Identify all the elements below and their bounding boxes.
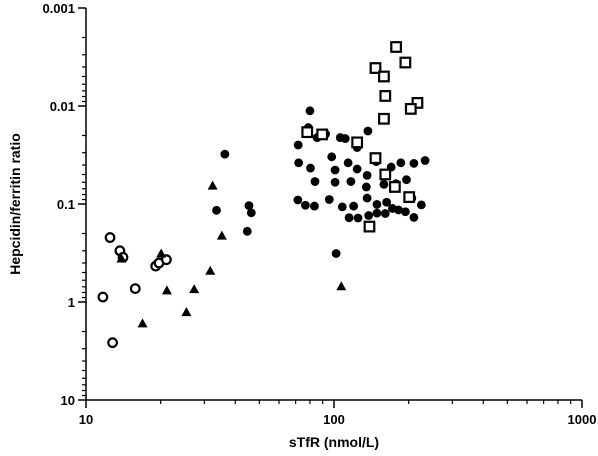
filled-triangle-point	[336, 281, 347, 291]
filled-circle-point	[372, 200, 382, 209]
y-tick-label: 1	[68, 295, 75, 310]
filled-circle-point	[220, 149, 230, 159]
y-tick-label: 0.1	[57, 197, 75, 212]
open-circle-point	[129, 283, 141, 295]
open-square-point	[411, 97, 424, 109]
filled-circle-point	[346, 177, 356, 186]
y-axis-title: Hepcidin/ferritin ratio	[7, 133, 23, 275]
x-tick-label: 10	[79, 412, 93, 427]
filled-triangle-point	[181, 307, 192, 317]
y-tick-label: 0.01	[50, 99, 75, 114]
filled-circle-point	[212, 205, 221, 215]
filled-circle-point	[310, 177, 320, 186]
filled-circle-point	[340, 134, 350, 143]
open-square-point	[369, 62, 382, 74]
filled-circle-point	[349, 201, 359, 211]
open-square-point	[378, 70, 390, 83]
filled-circle-point	[344, 213, 354, 223]
open-square-point	[369, 152, 382, 164]
filled-circle-point	[324, 195, 334, 204]
filled-circle-point	[244, 201, 254, 211]
open-circle-point	[161, 254, 172, 266]
filled-circle-point	[294, 158, 304, 168]
open-square-point	[379, 168, 392, 181]
open-square-point	[351, 136, 364, 149]
filled-circle-point	[416, 200, 426, 210]
open-square-point	[388, 181, 401, 193]
filled-circle-point	[361, 182, 371, 192]
open-square-point	[399, 56, 412, 69]
data-points	[97, 41, 430, 349]
filled-circle-point	[362, 170, 372, 180]
filled-circle-point	[330, 165, 340, 175]
filled-circle-point	[337, 202, 347, 212]
filled-circle-point	[364, 211, 374, 220]
x-axis-title: sTfR (nmol/L)	[289, 434, 379, 450]
filled-circle-point	[305, 106, 315, 116]
open-circle-point	[97, 291, 109, 303]
y-tick-label: 0.001	[42, 1, 75, 16]
filled-circle-point	[402, 175, 411, 185]
filled-circle-point	[388, 204, 397, 213]
open-square-point	[316, 128, 329, 141]
filled-circle-point	[301, 200, 310, 210]
filled-circle-point	[363, 126, 373, 136]
filled-circle-point	[396, 158, 406, 168]
open-circle-point	[104, 232, 116, 243]
x-tick-label: 1000	[568, 412, 597, 427]
filled-triangle-point	[161, 285, 172, 295]
filled-circle-point	[343, 158, 353, 168]
filled-triangle-point	[205, 265, 216, 275]
filled-circle-point	[409, 158, 419, 168]
open-square-point	[363, 220, 376, 233]
filled-circle-point	[330, 177, 340, 187]
open-square-point	[404, 102, 417, 115]
filled-triangle-point	[156, 248, 167, 258]
filled-circle-point	[379, 179, 389, 189]
filled-circle-point	[352, 164, 362, 174]
filled-circle-point	[409, 212, 419, 222]
filled-triangle-point	[116, 253, 127, 263]
filled-circle-point	[246, 208, 256, 218]
filled-circle-point	[310, 201, 319, 211]
filled-triangle-point	[216, 230, 227, 240]
filled-circle-point	[327, 152, 337, 162]
filled-triangle-point	[137, 318, 148, 328]
y-tick-label: 10	[61, 393, 75, 408]
filled-circle-point	[380, 209, 390, 218]
filled-circle-point	[306, 163, 315, 173]
open-square-point	[403, 191, 416, 203]
filled-circle-point	[362, 193, 372, 203]
open-square-point	[379, 90, 392, 102]
filled-circle-point	[242, 226, 252, 236]
filled-circle-point	[420, 156, 430, 165]
filled-circle-point	[382, 197, 392, 207]
open-square-point	[378, 112, 390, 125]
filled-circle-point	[400, 207, 410, 217]
filled-circle-point	[372, 208, 382, 218]
open-square-point	[390, 41, 403, 53]
x-tick-label: 100	[323, 412, 345, 427]
open-square-point	[301, 126, 314, 139]
filled-triangle-point	[189, 284, 200, 294]
open-circle-point	[107, 337, 118, 349]
filled-circle-point	[331, 249, 341, 258]
filled-circle-point	[293, 140, 303, 150]
filled-circle-point	[353, 213, 363, 223]
axis-ticks: 10 100 1000 0.001 0.01 0.1 1 10	[42, 1, 596, 427]
filled-circle-point	[293, 195, 303, 205]
filled-triangle-point	[207, 180, 218, 190]
